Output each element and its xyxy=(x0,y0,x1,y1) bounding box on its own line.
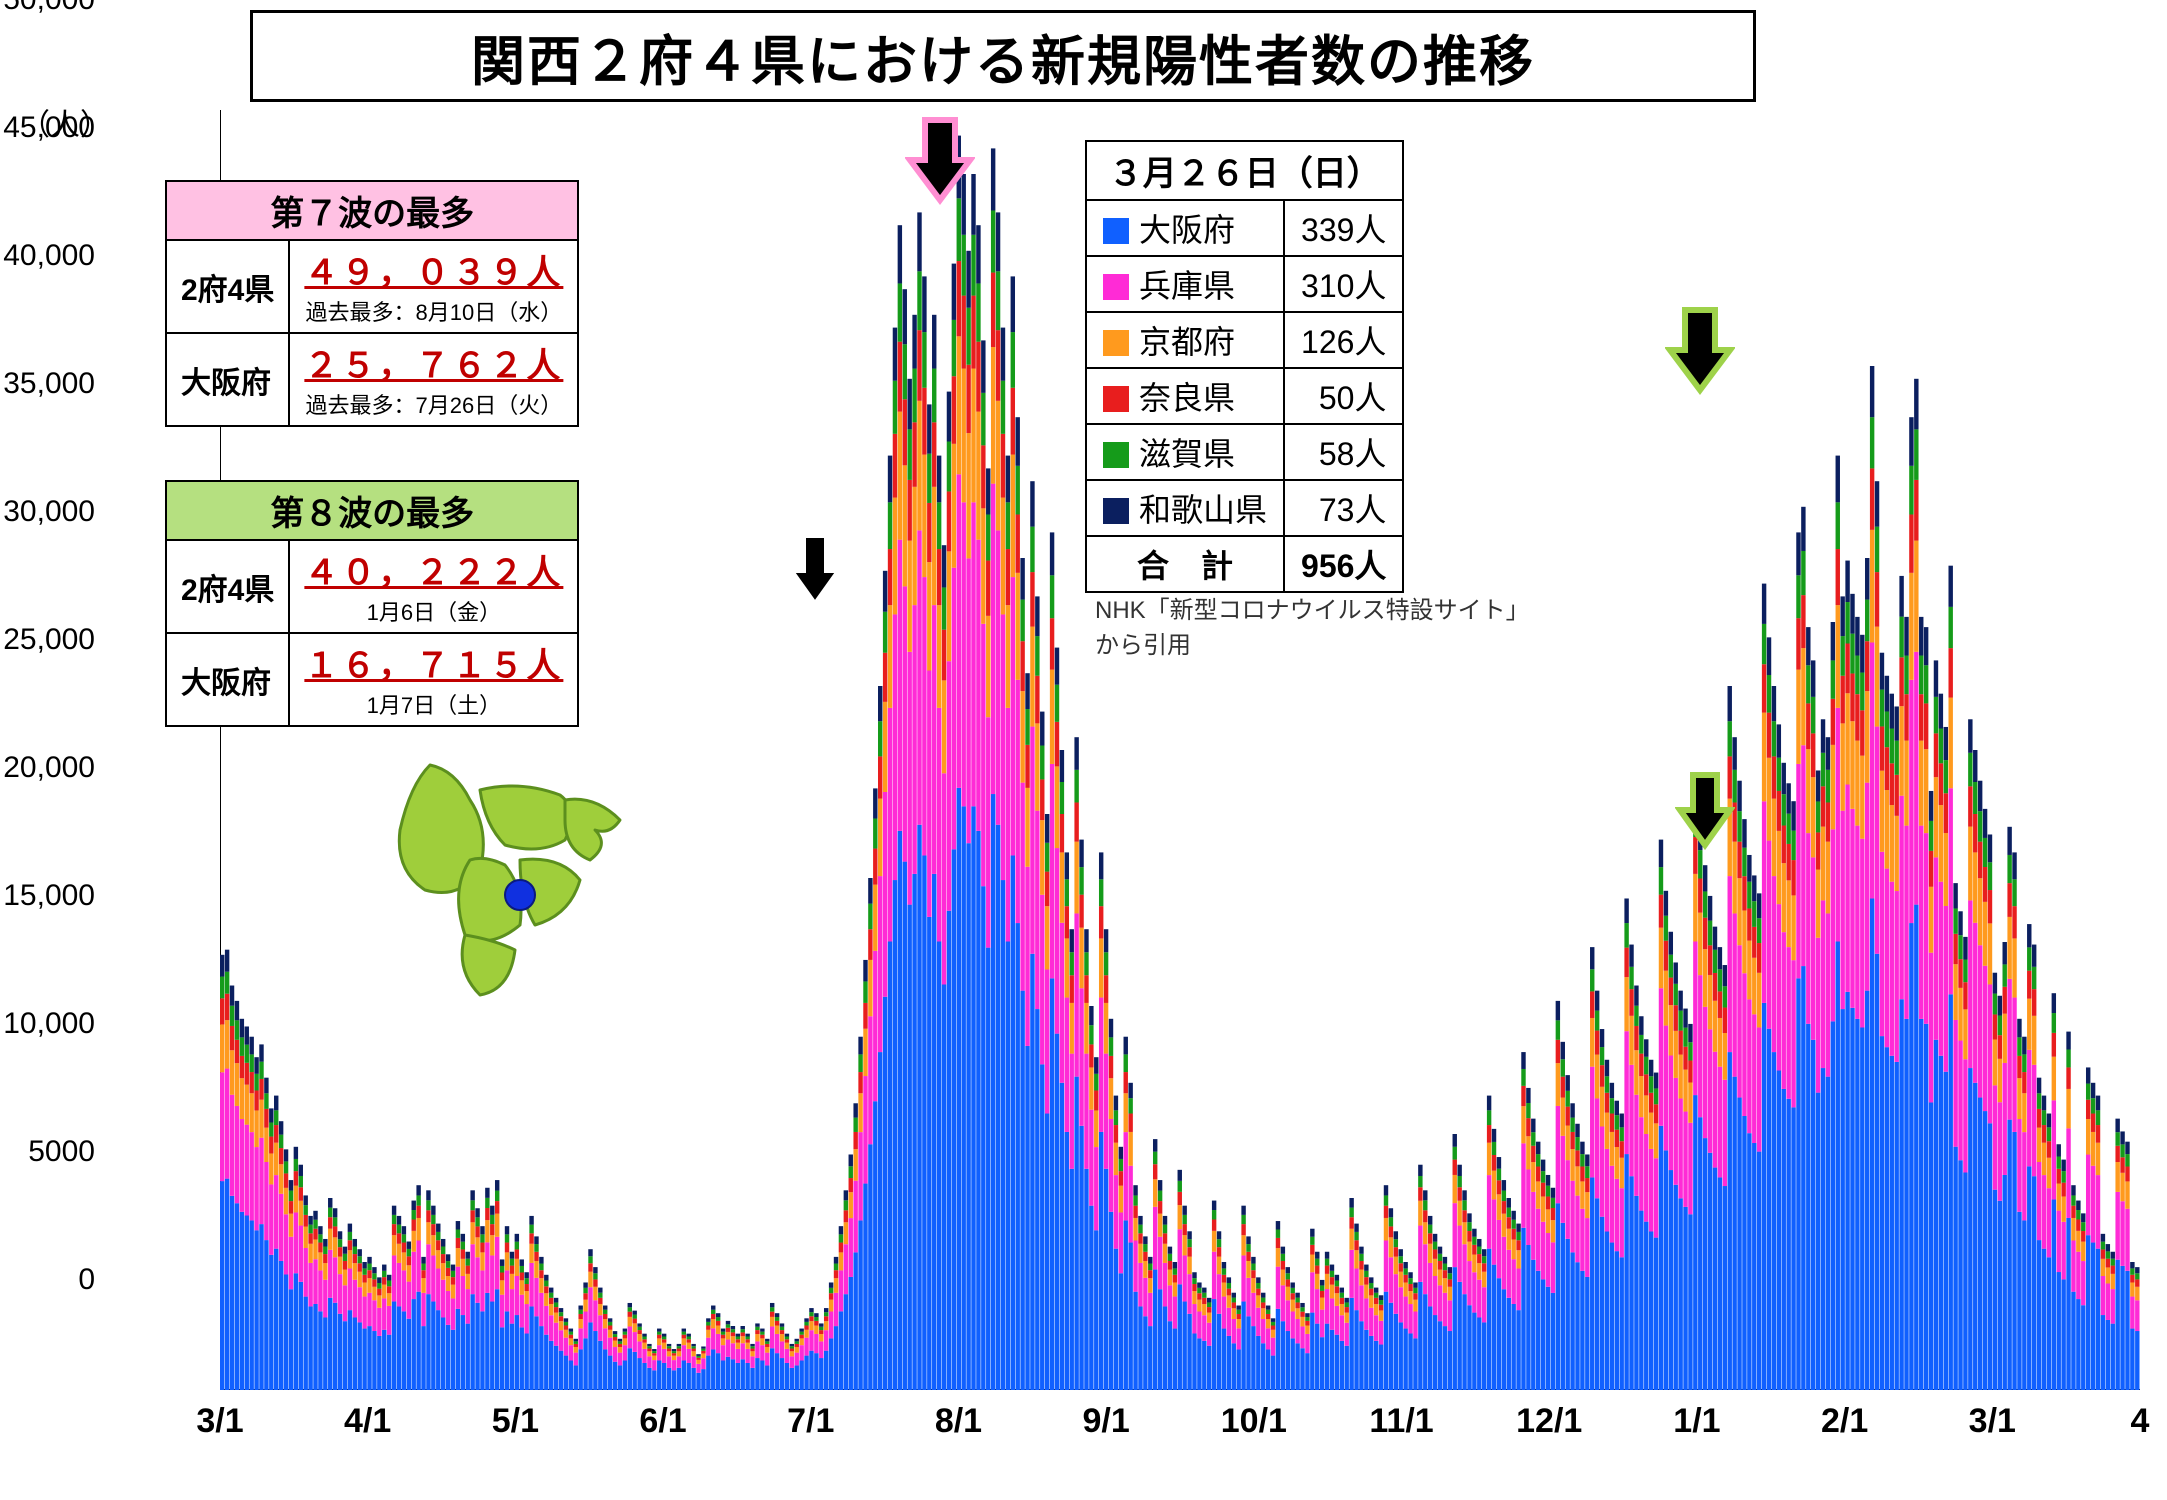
x-tick: 3/1 xyxy=(1969,1402,2016,1441)
wave7-header: 第７波の最多 xyxy=(166,181,578,240)
x-tick: 4/1 xyxy=(344,1402,391,1441)
kansai-map-icon xyxy=(370,740,660,1020)
page-title-container: 関西２府４県における新規陽性者数の推移 xyxy=(250,10,1756,102)
x-tick: 10/1 xyxy=(1221,1402,1287,1441)
wave7-row2-value: ２５，７６２人 xyxy=(304,347,563,385)
wave7-row1-value: ４９，０３９人 xyxy=(304,254,563,292)
y-tick: 5000 xyxy=(28,1135,95,1169)
legend-cell-name: 和歌山県 xyxy=(1086,480,1284,536)
x-tick: 5/1 xyxy=(492,1402,539,1441)
wave8-table: 第８波の最多 2府4県 ４０，２２２人 1月6日（金） 大阪府 １６，７１５人 … xyxy=(165,480,579,727)
x-axis-labels: 3/14/15/16/17/18/19/110/111/112/11/12/13… xyxy=(220,1402,2140,1462)
wave8-header: 第８波の最多 xyxy=(166,481,578,540)
wave8-row1-value: ４０，２２２人 xyxy=(304,554,563,592)
legend-series-name: 兵庫県 xyxy=(1139,268,1235,304)
y-tick: 10,000 xyxy=(3,1007,95,1041)
legend-cell-name: 大阪府 xyxy=(1086,200,1284,256)
wave8-row2-label: 大阪府 xyxy=(166,633,289,726)
legend-cell-value: 50人 xyxy=(1284,368,1403,424)
legend-series-name: 奈良県 xyxy=(1139,380,1235,416)
wave7-row2-sub: 過去最多：7月26日（火） xyxy=(306,393,563,418)
x-tick: 11/1 xyxy=(1369,1402,1433,1441)
y-axis-ticks: 0500010,00015,00020,00025,00030,00035,00… xyxy=(0,0,110,1280)
legend-series-name: 和歌山県 xyxy=(1139,492,1267,528)
wave7-row1-sub: 過去最多：8月10日（水） xyxy=(306,300,563,325)
x-tick: 3/1 xyxy=(196,1402,243,1441)
legend-swatch xyxy=(1103,498,1129,524)
legend-swatch xyxy=(1103,274,1129,300)
wave8-row2-value: １６，７１５人 xyxy=(304,647,563,685)
arrow-wave7-osaka-icon xyxy=(785,530,845,610)
legend-table: ３月２６日（日） 大阪府 339人兵庫県 310人京都府 126人奈良県 50人滋賀県 5… xyxy=(1085,140,1404,593)
page-title: 関西２府４県における新規陽性者数の推移 xyxy=(471,17,1535,96)
arrow-wave7-total-icon xyxy=(905,115,975,205)
legend-total-label: 合 計 xyxy=(1086,536,1284,592)
legend-total-value: 956人 xyxy=(1284,536,1403,592)
legend-series-name: 大阪府 xyxy=(1139,212,1235,248)
y-tick: 30,000 xyxy=(3,495,95,529)
wave7-row1-label: 2府4県 xyxy=(166,240,289,333)
x-tick: 9/1 xyxy=(1083,1402,1130,1441)
arrow-wave8-total-icon xyxy=(1665,305,1735,395)
x-tick: 4 xyxy=(2131,1402,2150,1441)
x-tick: 6/1 xyxy=(639,1402,686,1441)
legend-swatch xyxy=(1103,218,1129,244)
y-tick: 0 xyxy=(78,1263,95,1297)
y-tick: 35,000 xyxy=(3,367,95,401)
wave8-row1-label: 2府4県 xyxy=(166,540,289,633)
legend-cell-name: 滋賀県 xyxy=(1086,424,1284,480)
wave8-row1-sub: 1月6日（金） xyxy=(367,600,501,625)
source-line1: NHK「新型コロナウイルス特設サイト」 xyxy=(1095,597,1530,624)
y-tick: 40,000 xyxy=(3,239,95,273)
source-line2: から引用 xyxy=(1095,632,1191,659)
legend-cell-value: 339人 xyxy=(1284,200,1403,256)
y-tick: 20,000 xyxy=(3,751,95,785)
x-tick: 1/1 xyxy=(1673,1402,1720,1441)
x-tick: 7/1 xyxy=(787,1402,834,1441)
legend-swatch xyxy=(1103,330,1129,356)
legend-cell-name: 奈良県 xyxy=(1086,368,1284,424)
legend-cell-name: 兵庫県 xyxy=(1086,256,1284,312)
arrow-wave8-osaka-icon xyxy=(1675,770,1735,850)
legend-swatch xyxy=(1103,386,1129,412)
legend-title: ３月２６日（日） xyxy=(1086,141,1403,200)
x-tick: 2/1 xyxy=(1821,1402,1868,1441)
wave8-row2-sub: 1月7日（土） xyxy=(367,693,501,718)
legend-cell-value: 126人 xyxy=(1284,312,1403,368)
x-tick: 8/1 xyxy=(935,1402,982,1441)
legend-cell-value: 73人 xyxy=(1284,480,1403,536)
x-tick: 12/1 xyxy=(1516,1402,1582,1441)
legend-swatch xyxy=(1103,442,1129,468)
legend-series-name: 京都府 xyxy=(1139,324,1235,360)
y-tick: 50,000 xyxy=(3,0,95,17)
wave7-table: 第７波の最多 2府4県 ４９，０３９人 過去最多：8月10日（水） 大阪府 ２５… xyxy=(165,180,579,427)
legend-series-name: 滋賀県 xyxy=(1139,436,1235,472)
legend-cell-value: 58人 xyxy=(1284,424,1403,480)
source-citation: NHK「新型コロナウイルス特設サイト」 から引用 xyxy=(1095,590,1530,660)
legend-cell-name: 京都府 xyxy=(1086,312,1284,368)
y-tick: 15,000 xyxy=(3,879,95,913)
y-tick: 25,000 xyxy=(3,623,95,657)
legend-cell-value: 310人 xyxy=(1284,256,1403,312)
y-tick: 45,000 xyxy=(3,111,95,145)
wave7-row2-label: 大阪府 xyxy=(166,333,289,426)
